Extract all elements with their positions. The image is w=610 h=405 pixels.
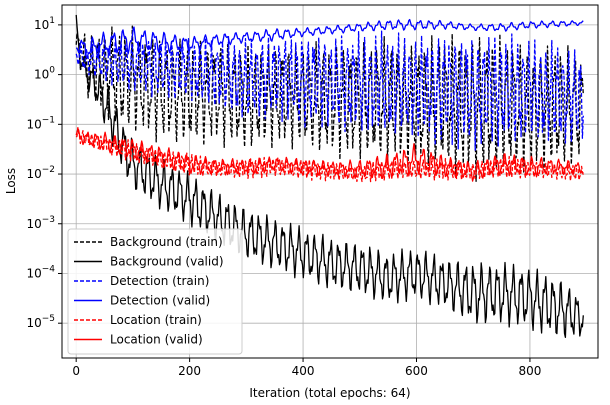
x-axis: 0 200 400 600 800: [72, 358, 541, 378]
legend-label: Background (valid): [110, 255, 224, 269]
y-tick-label: 100: [34, 66, 55, 82]
legend: Background (train) Background (valid) Dete…: [67, 228, 243, 355]
y-axis-label: Loss: [4, 168, 18, 194]
x-tick-label: 200: [178, 364, 201, 378]
legend-label: Detection (train): [110, 274, 209, 288]
x-tick-label: 0: [72, 364, 80, 378]
plot-frame: [61, 4, 599, 359]
x-tick-label: 800: [518, 364, 541, 378]
y-tick-label: 10−4: [26, 264, 55, 280]
legend-box: [67, 228, 243, 355]
legend-label: Background (train): [110, 235, 223, 249]
series-line: [75, 127, 584, 182]
legend-label: Location (valid): [110, 333, 203, 347]
y-tick-label: 10−3: [26, 215, 55, 231]
series-layer: [75, 14, 584, 339]
x-axis-label: Iteration (total epochs: 64): [249, 386, 410, 400]
y-tick-label: 10−1: [26, 115, 55, 131]
y-tick-label: 10−5: [26, 314, 55, 330]
x-tick-label: 600: [405, 364, 428, 378]
y-tick-label: 10−2: [26, 165, 55, 181]
legend-label: Detection (valid): [110, 294, 210, 308]
y-axis: 101 100 10−1 10−2 10−3 10−4 10−5: [26, 16, 62, 330]
legend-label: Location (train): [110, 313, 202, 327]
series-line: [75, 14, 584, 339]
series-line: [75, 18, 584, 59]
y-tick-label: 101: [34, 16, 55, 32]
x-tick-label: 400: [292, 364, 315, 378]
